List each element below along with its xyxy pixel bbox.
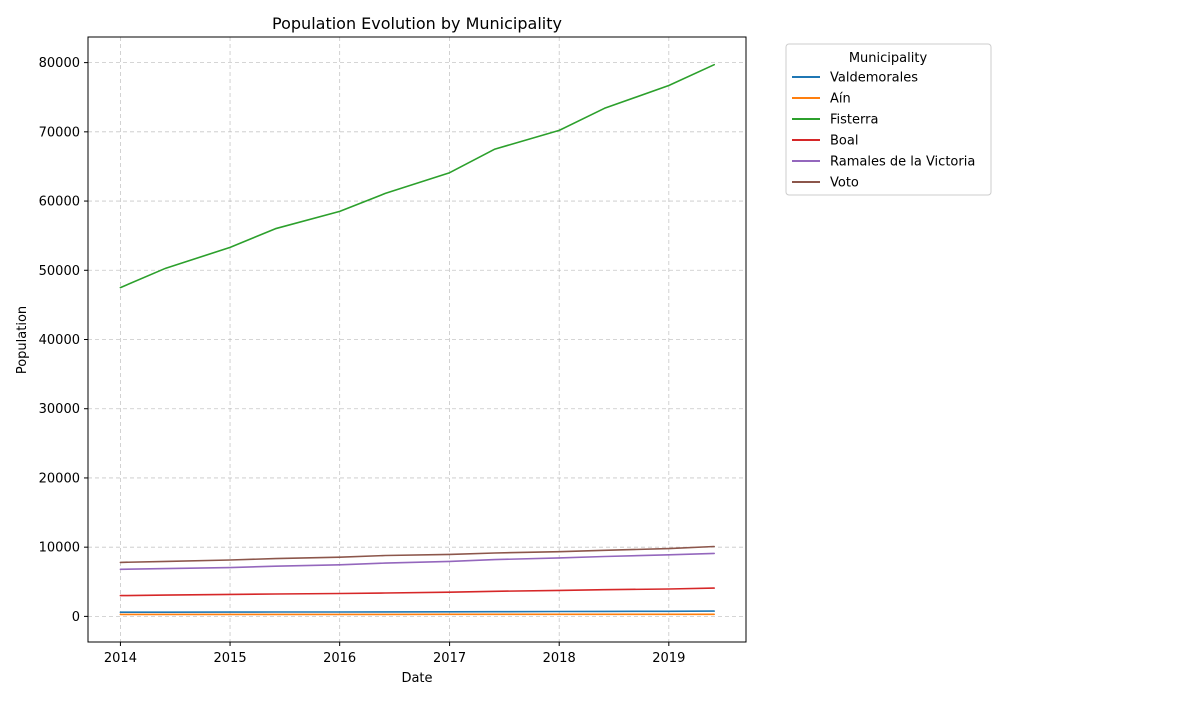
legend-label-valdemorales: Valdemorales bbox=[830, 71, 918, 86]
series-line-boal bbox=[120, 588, 714, 596]
legend-label-fisterra: Fisterra bbox=[830, 113, 878, 128]
x-axis-ticks: 2014 2015 2016 2017 2018 2019 bbox=[104, 642, 685, 666]
y-tick-label: 30000 bbox=[39, 402, 80, 417]
series-line-voto bbox=[120, 547, 714, 563]
x-tick-label: 2019 bbox=[652, 651, 685, 666]
series-line-fisterra bbox=[120, 65, 714, 288]
series-line-valdemorales bbox=[120, 611, 714, 612]
series-line-ramales-de-la-victoria bbox=[120, 553, 714, 569]
x-tick-label: 2016 bbox=[323, 651, 356, 666]
legend: Municipality Valdemorales Aín Fisterra Boal… bbox=[786, 44, 991, 195]
y-tick-label: 20000 bbox=[39, 471, 80, 486]
y-axis-label: Population bbox=[15, 306, 30, 374]
x-tick-label: 2014 bbox=[104, 651, 137, 666]
x-tick-label: 2015 bbox=[214, 651, 247, 666]
chart-title: Population Evolution by Municipality bbox=[272, 14, 562, 33]
legend-title: Municipality bbox=[849, 51, 928, 66]
x-tick-label: 2017 bbox=[433, 651, 466, 666]
y-tick-label: 50000 bbox=[39, 264, 80, 279]
legend-label-voto: Voto bbox=[830, 176, 859, 191]
y-tick-label: 10000 bbox=[39, 541, 80, 556]
legend-label-ramales-de-la-victoria: Ramales de la Victoria bbox=[830, 155, 975, 170]
legend-label-boal: Boal bbox=[830, 134, 858, 149]
y-tick-label: 0 bbox=[72, 610, 80, 625]
y-axis-ticks: 0 10000 20000 30000 40000 50000 60000 70000 8000… bbox=[39, 56, 88, 625]
grid-layer bbox=[88, 37, 746, 642]
y-tick-label: 70000 bbox=[39, 125, 80, 140]
y-tick-label: 80000 bbox=[39, 56, 80, 71]
x-axis-label: Date bbox=[401, 671, 432, 686]
y-tick-label: 40000 bbox=[39, 333, 80, 348]
legend-label-ain: Aín bbox=[830, 92, 851, 107]
y-tick-label: 60000 bbox=[39, 195, 80, 210]
x-tick-label: 2018 bbox=[543, 651, 576, 666]
